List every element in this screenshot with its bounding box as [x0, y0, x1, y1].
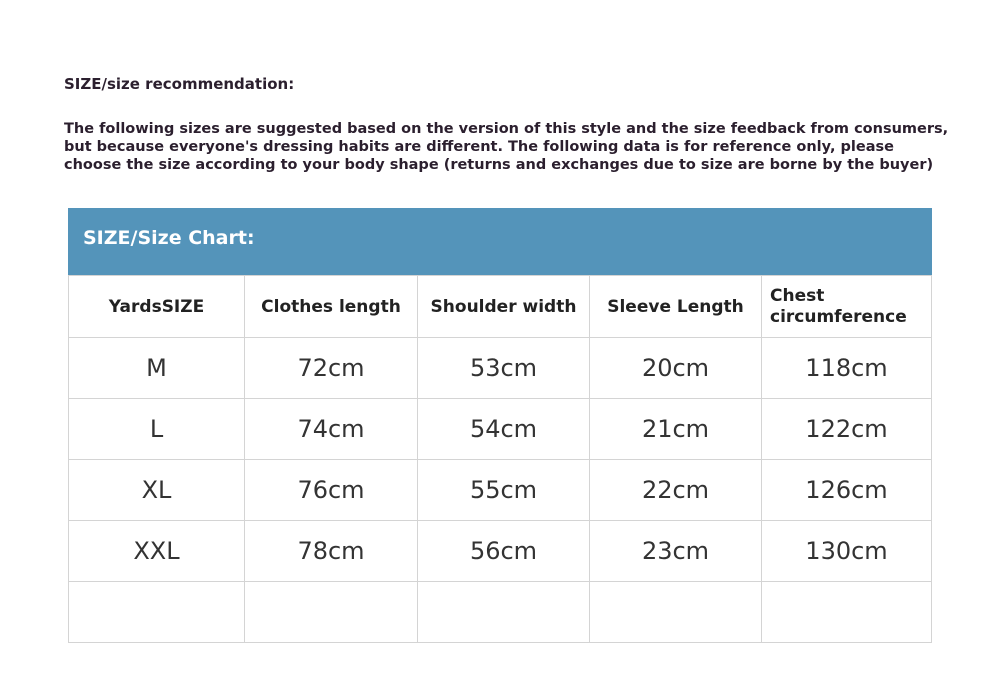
column-header: Clothes length — [244, 275, 418, 338]
size-table: YardsSIZE Clothes length Shoulder width … — [68, 275, 932, 643]
description: The following sizes are suggested based … — [64, 120, 949, 174]
table-cell — [761, 581, 932, 643]
table-cell — [589, 581, 762, 643]
table-cell: 56cm — [417, 520, 590, 582]
table-cell: L — [68, 398, 245, 460]
table-cell — [417, 581, 590, 643]
table-cell: XL — [68, 459, 245, 521]
table-cell — [244, 581, 418, 643]
table-cell: 22cm — [589, 459, 762, 521]
table-cell: 74cm — [244, 398, 418, 460]
page-heading: SIZE/size recommendation: — [64, 75, 295, 93]
table-cell: 72cm — [244, 337, 418, 399]
table-row — [68, 581, 932, 643]
table-row: L 74cm 54cm 21cm 122cm — [68, 398, 932, 460]
column-header: Chest circumference — [761, 275, 932, 338]
column-header: Shoulder width — [417, 275, 590, 338]
table-cell — [68, 581, 245, 643]
table-row: XXL 78cm 56cm 23cm 130cm — [68, 520, 932, 582]
table-cell: 78cm — [244, 520, 418, 582]
table-cell: 122cm — [761, 398, 932, 460]
table-cell: 55cm — [417, 459, 590, 521]
table-cell: 118cm — [761, 337, 932, 399]
description-line: but because everyone's dressing habits a… — [64, 139, 894, 155]
column-header: YardsSIZE — [68, 275, 245, 338]
table-header-row: YardsSIZE Clothes length Shoulder width … — [68, 275, 932, 338]
table-row: M 72cm 53cm 20cm 118cm — [68, 337, 932, 399]
column-header: Sleeve Length — [589, 275, 762, 338]
table-cell: 130cm — [761, 520, 932, 582]
table-cell: XXL — [68, 520, 245, 582]
size-chart-title: SIZE/Size Chart: — [68, 208, 932, 275]
description-line: The following sizes are suggested based … — [64, 121, 949, 137]
table-cell: 126cm — [761, 459, 932, 521]
table-cell: 76cm — [244, 459, 418, 521]
table-cell: 23cm — [589, 520, 762, 582]
description-line: choose the size according to your body s… — [64, 157, 934, 173]
table-cell: 54cm — [417, 398, 590, 460]
table-cell: 20cm — [589, 337, 762, 399]
table-cell: M — [68, 337, 245, 399]
table-cell: 53cm — [417, 337, 590, 399]
table-cell: 21cm — [589, 398, 762, 460]
table-row: XL 76cm 55cm 22cm 126cm — [68, 459, 932, 521]
